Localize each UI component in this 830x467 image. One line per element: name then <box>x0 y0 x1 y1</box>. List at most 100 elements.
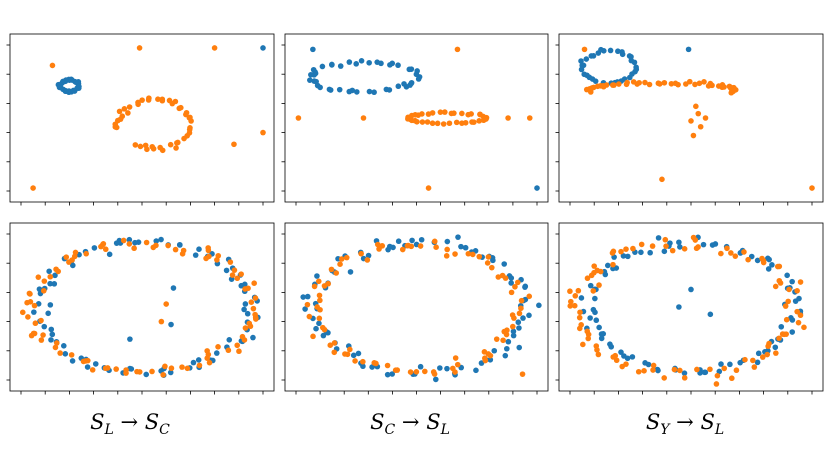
scatter-point-series-2 <box>646 81 653 88</box>
scatter-point-series-1 <box>587 282 594 289</box>
scatter-point-series-2 <box>683 81 689 87</box>
scatter-point-series-1 <box>516 344 523 351</box>
scatter-point-series-1 <box>647 249 653 256</box>
scatter-point-series-2 <box>82 358 89 364</box>
scatter-point-series-1 <box>626 53 633 59</box>
scatter-point-series-2 <box>512 283 518 290</box>
scatter-point-series-1 <box>788 315 794 321</box>
scatter-point-series-2 <box>227 259 234 265</box>
scatter-point-series-1 <box>354 89 360 95</box>
scatter-point-series-2 <box>745 256 751 263</box>
scatter-point-series-2 <box>696 80 703 87</box>
scatter-point-series-2 <box>526 293 533 300</box>
scatter-point-series-2 <box>376 246 382 252</box>
scatter-point-series-1 <box>578 58 584 64</box>
scatter-point-series-1 <box>510 332 517 339</box>
scatter-point-series-2 <box>19 309 26 316</box>
scatter-point-series-1 <box>789 329 796 335</box>
scatter-point-series-2 <box>358 250 364 257</box>
scatter-point-series-2 <box>333 270 340 276</box>
scatter-point-series-2 <box>662 236 669 243</box>
scatter-point-series-2 <box>476 253 483 260</box>
axes-frame <box>9 33 275 203</box>
scatter-point-series-2 <box>575 287 582 294</box>
scatter-point-series-2 <box>431 238 438 245</box>
scatter-point-series-2 <box>159 147 166 154</box>
scatter-point-series-2 <box>668 80 675 87</box>
scatter-point-series-1 <box>311 78 318 84</box>
scatter-point-series-1 <box>676 239 682 246</box>
scatter-point-series-2 <box>41 278 48 284</box>
scatter-point-series-2 <box>750 357 756 364</box>
scatter-point-series-2 <box>306 313 313 320</box>
scatter-point-series-2 <box>476 118 482 124</box>
caption-center-s1-sub: C <box>384 422 396 439</box>
scatter-point-series-1 <box>618 349 624 355</box>
scatter-point-series-2 <box>508 289 515 296</box>
scatter-point-series-1 <box>48 337 54 343</box>
scatter-point-series-1 <box>437 365 443 371</box>
axes-frame <box>558 222 824 392</box>
scatter-point-series-2 <box>160 371 166 378</box>
scatter-point-series-1 <box>578 295 585 301</box>
scatter-point-series-2 <box>462 119 469 126</box>
scatter-point-series-2 <box>166 97 173 104</box>
scatter-point-series-1 <box>458 243 464 250</box>
scatter-point-series-2 <box>311 283 318 290</box>
scatter-point-series-1 <box>515 319 522 326</box>
scatter-point-series-2 <box>650 367 656 373</box>
scatter-point-series-2 <box>425 185 432 191</box>
scatter-point-series-1 <box>62 351 69 357</box>
scatter-point-series-2 <box>707 366 713 373</box>
scatter-point-series-2 <box>776 263 783 270</box>
scatter-point-series-1 <box>366 88 373 95</box>
scatter-point-series-2 <box>260 129 266 136</box>
scatter-point-series-2 <box>116 108 123 115</box>
scatter-point-series-2 <box>572 293 579 299</box>
scatter-point-series-2 <box>32 320 39 327</box>
scatter-point-series-1 <box>716 368 723 375</box>
scatter-point-series-2 <box>384 362 391 369</box>
scatter-point-series-2 <box>98 243 104 250</box>
axes-frame <box>284 33 549 203</box>
scatter-point-series-2 <box>783 331 789 337</box>
scatter-point-series-2 <box>694 366 700 373</box>
scatter-point-series-2 <box>766 340 772 347</box>
scatter-point-series-2 <box>595 351 602 358</box>
axes-frame <box>9 222 275 392</box>
scatter-point-series-2 <box>407 369 414 375</box>
scatter-point-series-2 <box>701 79 707 85</box>
scatter-point-series-1 <box>772 344 779 351</box>
scatter-point-series-1 <box>308 71 314 78</box>
caption-left-arrow: → <box>120 410 139 434</box>
scatter-point-series-1 <box>302 306 308 312</box>
scatter-point-series-2 <box>252 295 259 301</box>
scatter-point-series-1 <box>602 271 609 278</box>
scatter-point-series-2 <box>120 237 127 244</box>
scatter-point-series-2 <box>143 239 150 246</box>
scatter-point-series-2 <box>234 275 241 282</box>
scatter-point-series-2 <box>132 142 139 148</box>
scatter-point-series-2 <box>125 110 131 116</box>
scatter-point-series-2 <box>742 356 748 363</box>
scatter-point-series-2 <box>688 118 694 124</box>
scatter-point-series-1 <box>374 59 380 65</box>
scatter-point-series-2 <box>681 375 688 381</box>
scatter-point-series-2 <box>327 342 334 348</box>
scatter-point-series-1 <box>223 267 230 274</box>
scatter-point-series-1 <box>337 63 344 69</box>
scatter-point-series-2 <box>145 97 152 103</box>
scatter-point-series-1 <box>135 239 142 245</box>
scatter-point-series-1 <box>319 63 326 70</box>
scatter-point-series-1 <box>244 310 251 317</box>
scatter-point-series-2 <box>609 250 616 256</box>
chart-panel-top-center <box>281 33 549 206</box>
scatter-point-series-1 <box>355 350 362 357</box>
scatter-point-series-2 <box>724 245 730 252</box>
scatter-point-series-2 <box>150 244 157 251</box>
scatter-point-series-2 <box>234 342 241 349</box>
chart-panel-bottom-center <box>281 222 549 395</box>
scatter-point-series-2 <box>68 352 75 358</box>
scatter-point-series-1 <box>409 237 415 244</box>
scatter-point-series-2 <box>471 119 477 125</box>
